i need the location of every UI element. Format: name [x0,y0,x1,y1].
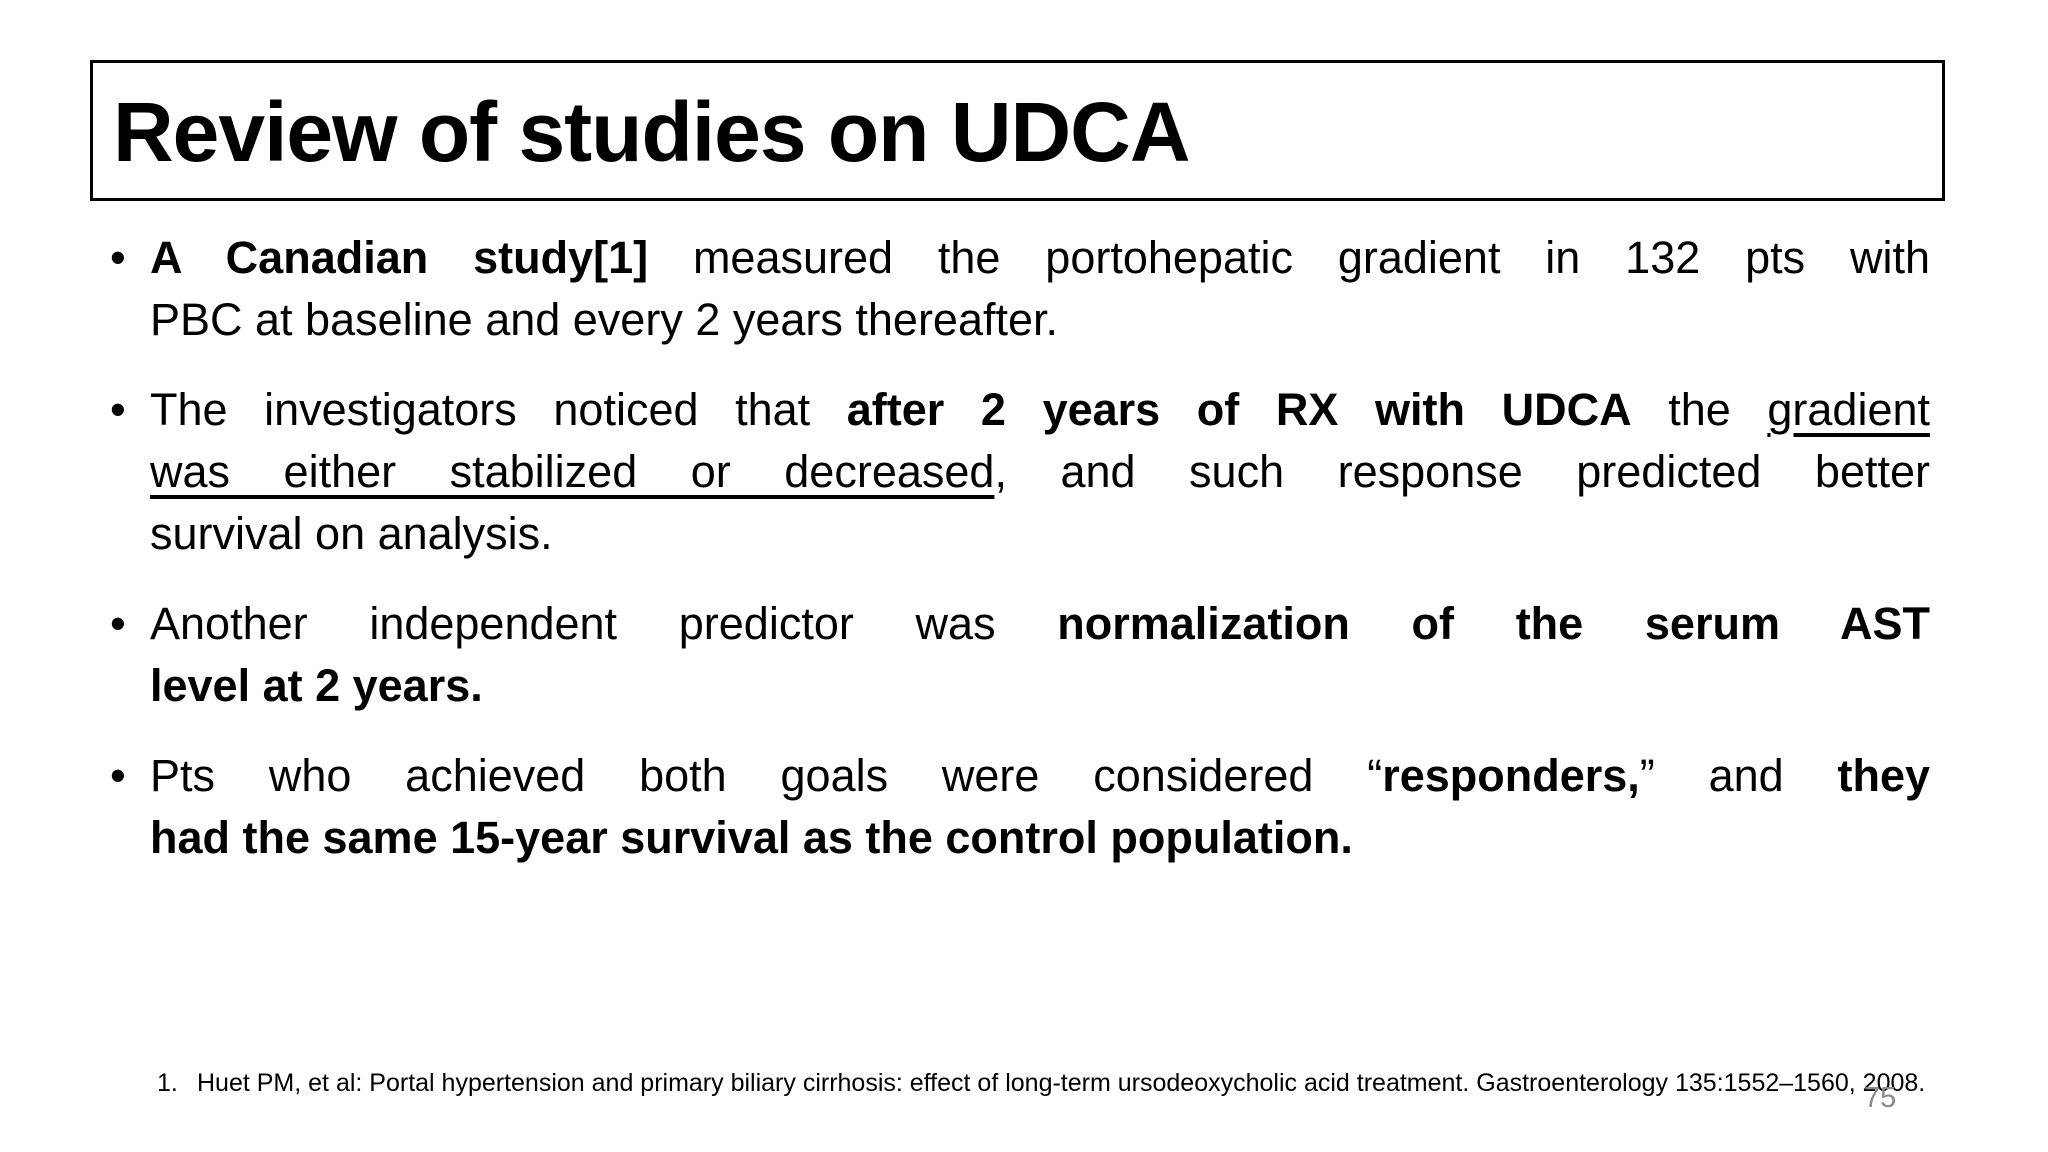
text-segment: they [1837,750,1930,801]
footnote-number: 1. [157,1069,178,1097]
bullet-line: Another independent predictor was normal… [150,593,1930,655]
text-segment: gradient [1767,384,1930,435]
text-segment: had the same 15-year survival as the con… [150,812,1353,863]
text-segment: The investigators noticed that [150,384,847,435]
text-segment: measured the portohepatic gradient in 13… [648,232,1931,283]
bullet-line: level at 2 years. [150,655,1930,717]
text-segment: PBC at baseline and every 2 years therea… [150,294,1059,345]
text-segment: was either stabilized or decreased [150,446,995,497]
bullet-line: Pts who achieved both goals were conside… [150,745,1930,807]
footnote: 1. Huet PM, et al: Portal hypertension a… [157,1068,1925,1098]
footnote-text: Huet PM, et al: Portal hypertension and … [197,1069,1926,1097]
page-title: Review of studies on UDCA [113,84,1190,179]
text-segment: survival on analysis. [150,508,553,559]
text-segment: level at 2 years. [150,660,483,711]
bullet-item: • A Canadian study[1] measured the portoh… [108,227,1930,351]
bullet-line: was either stabilized or decreased, and … [150,441,1930,503]
text-segment: A Canadian study[1] [150,232,649,283]
text-segment: Pts who achieved both goals were conside… [150,750,1383,801]
text-segment: Another independent predictor was [150,598,1058,649]
text-segment: after 2 years of RX with UDCA [846,384,1632,435]
bullet-item: • Pts who achieved both goals were consid… [108,745,1930,869]
text-segment: the [1631,384,1768,435]
bullet-line: The investigators noticed that after 2 y… [150,379,1930,441]
bullet-marker: • [110,750,126,801]
slide-title-box: Review of studies on UDCA [90,60,1945,201]
bullet-line: PBC at baseline and every 2 years therea… [150,289,1930,351]
bullet-marker: • [110,598,126,649]
bullet-item: • Another independent predictor was norma… [108,593,1930,717]
bullet-line: survival on analysis. [150,503,1930,565]
bullet-marker: • [110,232,126,283]
text-segment: normalization of the serum AST [1057,598,1930,649]
bullet-list: • A Canadian study[1] measured the portoh… [108,227,1930,897]
text-segment: responders, [1382,750,1640,801]
text-segment: ” and [1639,750,1838,801]
bullet-line: A Canadian study[1] measured the portohe… [150,227,1930,289]
page-number: 75 [1864,1082,1897,1114]
bullet-marker: • [110,384,126,435]
text-segment: , and such response predicted better [994,446,1930,497]
bullet-line: had the same 15-year survival as the con… [150,807,1930,869]
bullet-item: • The investigators noticed that after 2 … [108,379,1930,565]
